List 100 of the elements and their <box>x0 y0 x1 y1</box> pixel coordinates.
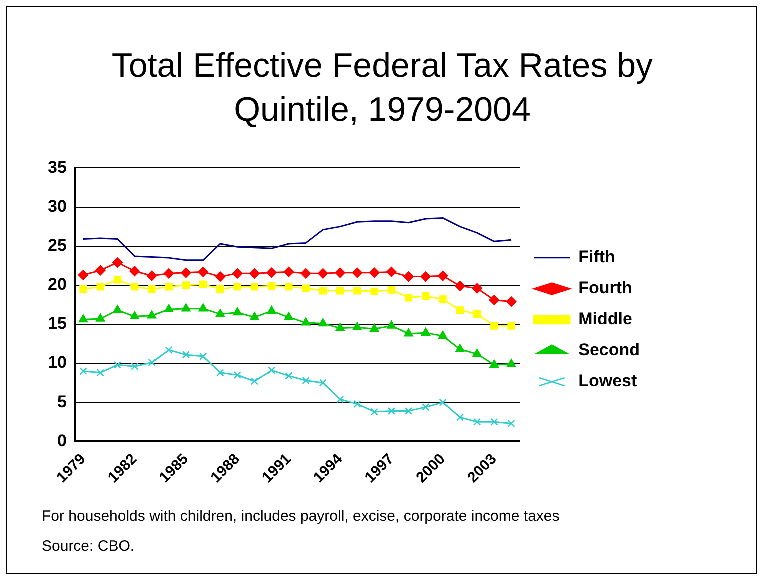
point <box>182 351 190 359</box>
point <box>490 322 498 330</box>
point <box>165 283 173 291</box>
legend-label: Second <box>578 340 640 360</box>
point <box>319 379 328 387</box>
legend-label: Lowest <box>578 372 638 391</box>
point <box>506 296 517 307</box>
point <box>198 304 208 312</box>
point <box>300 268 312 279</box>
point <box>302 284 310 292</box>
point <box>508 420 516 428</box>
point <box>146 270 158 282</box>
point <box>354 400 362 408</box>
point <box>302 376 310 385</box>
point <box>266 268 277 278</box>
point <box>114 276 122 284</box>
point <box>216 285 224 294</box>
point <box>96 369 104 377</box>
point <box>473 310 482 318</box>
point <box>285 372 293 380</box>
point <box>422 403 430 412</box>
point <box>404 272 414 282</box>
point <box>268 282 276 290</box>
point <box>131 283 139 291</box>
point <box>250 268 260 279</box>
point <box>164 304 174 313</box>
source-note: Source: CBO. <box>42 537 136 557</box>
point <box>130 266 140 276</box>
point <box>267 306 276 314</box>
point <box>148 285 156 294</box>
point <box>370 288 378 296</box>
point <box>233 308 242 316</box>
y-tick-label: 0 <box>57 431 67 450</box>
point <box>439 398 447 406</box>
chart-title: Total Effective Federal Tax Rates by Quintile, 1979-2004 <box>110 46 654 131</box>
point <box>456 344 465 352</box>
point <box>387 320 396 329</box>
point <box>456 414 464 422</box>
legend-label: Fourth <box>578 278 632 298</box>
point <box>78 314 88 323</box>
point <box>456 306 464 314</box>
point <box>200 280 208 288</box>
point <box>96 283 104 291</box>
y-tick-label: 15 <box>48 314 67 334</box>
point <box>131 362 139 370</box>
point <box>354 287 362 295</box>
point <box>438 270 448 282</box>
point <box>420 272 432 282</box>
point <box>422 292 430 300</box>
point <box>369 268 380 278</box>
point <box>250 312 260 320</box>
point <box>250 283 259 291</box>
point <box>80 285 88 294</box>
legend-label: Middle <box>578 310 632 329</box>
point <box>216 309 225 318</box>
point <box>490 418 498 426</box>
point <box>335 268 346 278</box>
point <box>165 346 173 354</box>
point <box>336 396 344 404</box>
point <box>318 318 328 327</box>
y-tick-label: 20 <box>48 275 67 294</box>
point <box>336 323 345 332</box>
text: For households with children, includes payroll, excise, corporate income taxes <box>42 507 560 527</box>
point <box>198 266 208 278</box>
point <box>438 331 448 340</box>
point <box>352 322 362 330</box>
point <box>421 328 430 336</box>
point <box>182 304 191 312</box>
point <box>181 268 192 278</box>
point <box>113 305 122 314</box>
point <box>472 349 482 358</box>
point <box>200 352 208 360</box>
point <box>370 408 378 416</box>
point <box>284 312 294 320</box>
point <box>164 268 174 279</box>
point <box>404 328 414 337</box>
y-tick-label: 10 <box>48 353 67 372</box>
point <box>130 312 140 320</box>
point <box>472 283 482 294</box>
point <box>96 314 106 322</box>
point <box>404 407 413 416</box>
point <box>182 282 190 290</box>
point <box>250 378 259 386</box>
point <box>302 318 311 326</box>
point <box>285 283 293 291</box>
point <box>95 265 106 276</box>
point <box>352 268 363 278</box>
point <box>388 286 396 294</box>
point <box>148 358 156 367</box>
point <box>506 359 516 368</box>
point <box>114 361 122 369</box>
point <box>268 366 276 374</box>
point <box>439 296 447 304</box>
point <box>80 368 88 376</box>
point <box>147 310 157 319</box>
point <box>370 324 380 332</box>
point <box>78 270 89 280</box>
y-tick-label: 35 <box>48 158 67 177</box>
y-tick-label: 25 <box>48 236 67 256</box>
point <box>284 266 294 278</box>
